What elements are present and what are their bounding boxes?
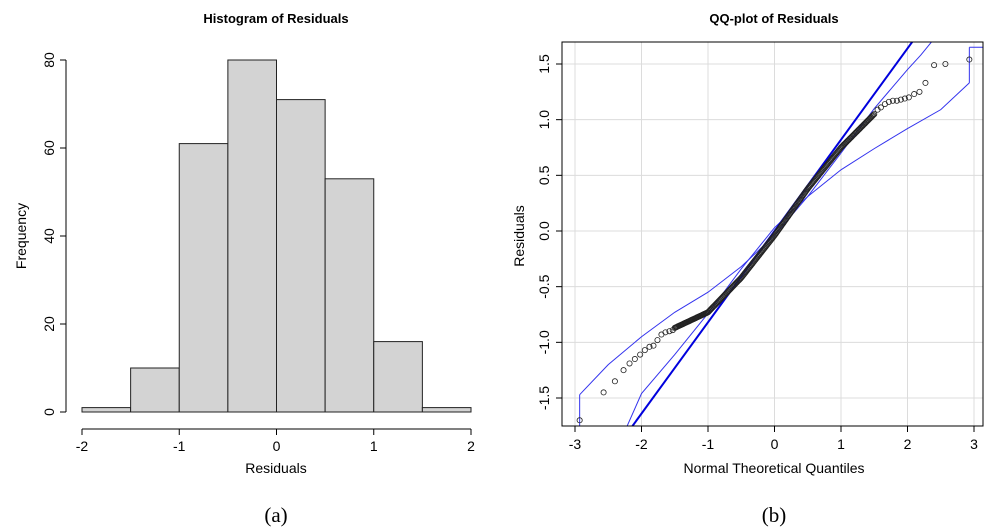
- qq-point: [870, 111, 877, 118]
- histogram-panel: Histogram of Residuals -2 -1 0 1 2 0 20 40 60 80…: [13, 11, 475, 527]
- histogram-bars: [81, 59, 472, 413]
- qq-point: [666, 328, 673, 335]
- qq-panel: QQ-plot of Residuals -3 -2 -1 0 1 2 3 -1.5 -1.0…: [511, 11, 984, 527]
- qq-reference-line: [631, 42, 914, 426]
- qq-point: [966, 56, 973, 63]
- qq-y-tick-label: -0.5: [536, 274, 552, 298]
- histogram-y-tick-label: 60: [41, 140, 57, 156]
- qq-y-tick-label: -1.5: [536, 386, 552, 410]
- qq-y-tick-label: 0.5: [536, 165, 552, 185]
- qq-x-tick-label: -3: [569, 436, 582, 452]
- qq-x-tick-label: 1: [837, 436, 845, 452]
- qq-point: [626, 360, 633, 367]
- qq-point: [942, 61, 949, 68]
- histogram-bar: [373, 341, 423, 413]
- qq-point: [897, 96, 904, 103]
- qq-point: [889, 97, 896, 104]
- histogram-y-tick-label: 80: [41, 52, 57, 68]
- qq-point: [662, 329, 669, 336]
- qq-point: [631, 356, 638, 363]
- qq-confidence-envelope: [579, 42, 983, 426]
- qq-point: [641, 347, 648, 354]
- qq-grid: [562, 42, 983, 426]
- qq-point: [637, 351, 644, 358]
- histogram-title: Histogram of Residuals: [203, 11, 348, 26]
- histogram-y-tick-label: 20: [41, 316, 57, 332]
- qq-point: [893, 97, 900, 104]
- qq-point: [650, 342, 657, 349]
- qq-y-label: Residuals: [511, 205, 527, 266]
- histogram-x-tick-label: 2: [467, 438, 475, 454]
- histogram-bar: [324, 178, 375, 413]
- qq-point: [901, 95, 908, 102]
- qq-x-tick-label: 0: [771, 436, 779, 452]
- qq-point: [916, 88, 923, 95]
- qq-y-tick-label: 1.5: [536, 54, 552, 74]
- qq-point: [922, 79, 929, 86]
- qq-plot-frame: [561, 41, 984, 427]
- histogram-bar: [421, 407, 472, 413]
- qq-point: [654, 337, 661, 344]
- qq-point: [620, 367, 627, 374]
- qq-point: [871, 111, 878, 118]
- histogram-bar: [276, 99, 326, 413]
- histogram-bar: [81, 407, 132, 413]
- histogram-x-label: Residuals: [245, 460, 306, 476]
- qq-point: [869, 112, 876, 119]
- qq-title: QQ-plot of Residuals: [709, 11, 838, 26]
- histogram-x-tick-label: -2: [76, 438, 89, 454]
- histogram-y-tick-label: 40: [41, 228, 57, 244]
- qq-point: [600, 389, 607, 396]
- histogram-bar: [227, 59, 277, 413]
- qq-y-tick-label: 1.0: [536, 110, 552, 130]
- qq-y-tick-label: 0.0: [536, 221, 552, 241]
- qq-x-tick-label: -1: [702, 436, 715, 452]
- qq-point: [905, 94, 912, 101]
- qq-x-axis: -3 -2 -1 0 1 2 3: [569, 426, 978, 452]
- qq-point: [931, 62, 938, 69]
- qq-envelope-lower: [626, 82, 970, 426]
- qq-point: [611, 378, 618, 385]
- qq-point: [911, 91, 918, 98]
- qq-point: [576, 417, 583, 424]
- histogram-x-tick-label: -1: [173, 438, 186, 454]
- qq-x-tick-label: 2: [904, 436, 912, 452]
- qq-y-tick-label: -1.0: [536, 330, 552, 354]
- histogram-y-tick-label: 0: [41, 408, 57, 416]
- qq-points: [576, 56, 973, 424]
- qq-x-tick-label: 3: [970, 436, 978, 452]
- qq-x-label: Normal Theoretical Quantiles: [683, 460, 864, 476]
- qq-x-tick-label: -2: [635, 436, 648, 452]
- panel-a-label: (a): [264, 503, 287, 527]
- histogram-x-axis: -2 -1 0 1 2: [76, 428, 475, 454]
- qq-point: [877, 104, 884, 111]
- qq-point: [885, 98, 892, 105]
- histogram-bar: [178, 143, 229, 413]
- qq-reference-line-path: [631, 42, 914, 426]
- histogram-x-tick-label: 1: [370, 438, 378, 454]
- qq-point: [646, 343, 653, 350]
- qq-y-axis: -1.5 -1.0 -0.5 0.0 0.5 1.0 1.5: [536, 54, 562, 410]
- histogram-y-axis: 0 20 40 60 80: [41, 52, 67, 416]
- histogram-y-label: Frequency: [13, 203, 29, 269]
- histogram-x-tick-label: 0: [273, 438, 281, 454]
- qq-envelope-upper: [579, 42, 933, 396]
- panel-b-label: (b): [762, 503, 787, 527]
- histogram-bar: [130, 367, 180, 413]
